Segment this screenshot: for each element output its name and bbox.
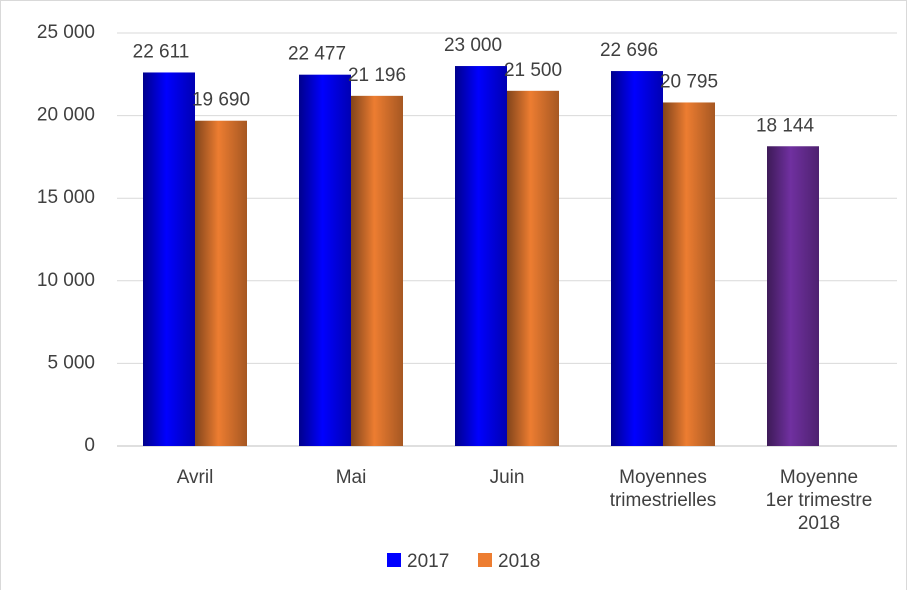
bar <box>507 90 559 446</box>
bar <box>611 71 663 447</box>
legend-label: 2018 <box>498 551 540 572</box>
data-label: 21 196 <box>348 65 406 86</box>
y-tick-label: 20 000 <box>37 105 95 126</box>
x-tick-label: Juin <box>489 467 525 488</box>
x-tick-label: Avril <box>176 467 214 488</box>
data-label: 18 144 <box>756 115 815 136</box>
data-label: 22 696 <box>600 40 658 61</box>
legend-swatch <box>387 553 401 567</box>
data-label: 22 611 <box>133 41 190 62</box>
bar <box>195 120 247 447</box>
bar <box>143 72 195 446</box>
bar <box>767 146 819 447</box>
y-tick-label: 10 000 <box>37 270 95 291</box>
x-tick-label: Mai <box>335 467 367 488</box>
legend-label: 2017 <box>407 551 449 572</box>
y-tick-label: 5 000 <box>47 352 95 373</box>
x-tick-label: Moyenne 1er trimestre 2018 <box>765 467 873 534</box>
bar <box>663 102 715 446</box>
bar <box>455 66 507 446</box>
y-tick-label: 0 <box>84 435 95 456</box>
bar <box>299 74 351 446</box>
y-tick-label: 25 000 <box>37 22 95 43</box>
x-tick-label: Moyennes trimestrielles <box>609 467 717 511</box>
legend-swatch <box>478 553 492 567</box>
data-label: 19 690 <box>192 90 250 111</box>
y-tick-label: 15 000 <box>37 187 95 208</box>
data-label: 23 000 <box>444 35 502 56</box>
data-label: 22 477 <box>288 44 346 65</box>
bar <box>351 95 403 447</box>
data-label: 21 500 <box>504 60 562 81</box>
data-label: 20 795 <box>660 71 718 92</box>
